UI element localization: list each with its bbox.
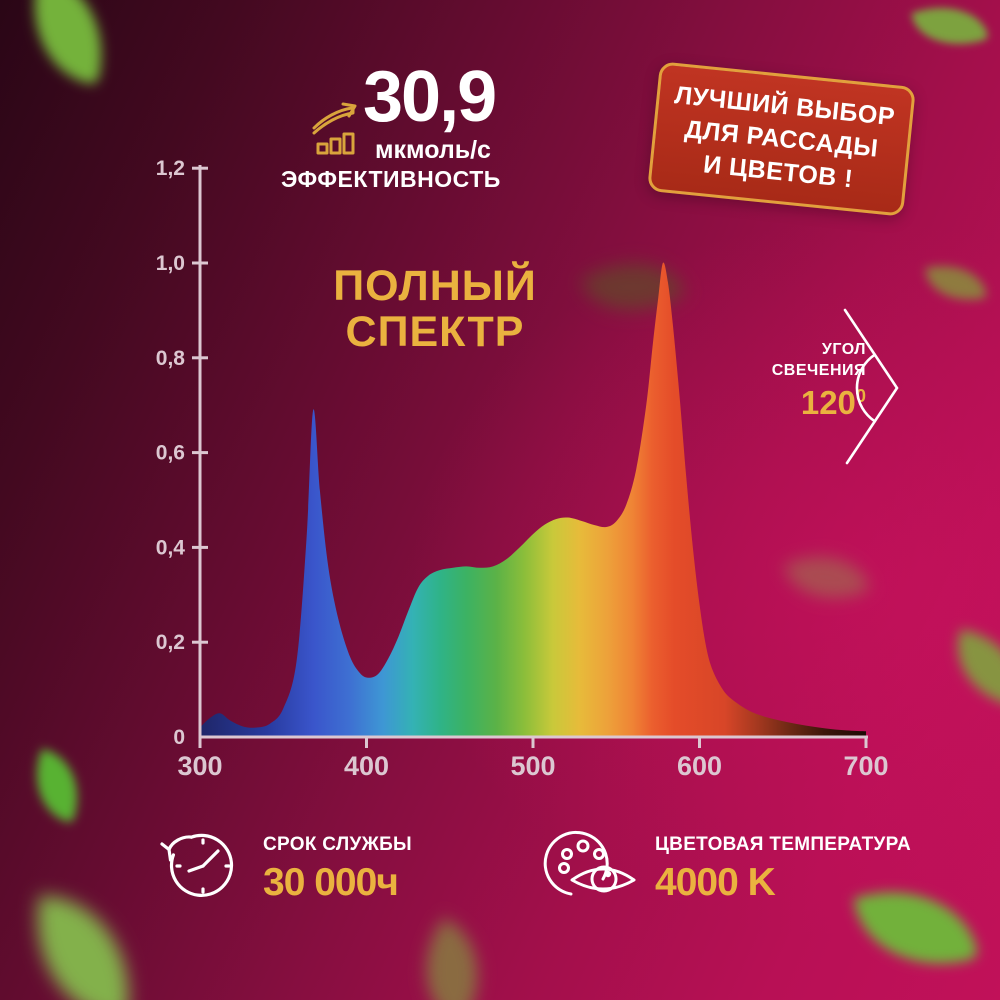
lifespan-value: 30 000ч [263,861,399,904]
growth-chart-icon [312,102,357,155]
x-tick-label: 300 [177,751,222,781]
x-tick-label: 400 [344,751,389,781]
beam-angle-label-line2: СВЕЧЕНИЯ [771,361,866,379]
spectrum-area [200,262,866,737]
y-tick-label: 0,8 [156,347,186,370]
spectrum-title-line1: ПОЛНЫЙ [333,262,537,310]
lifespan-label: СРОК СЛУЖБЫ [263,834,412,855]
angle-120-icon [843,308,899,465]
palette-eye-icon [543,830,636,896]
x-tick-label: 500 [510,751,555,781]
lifespan-block: СРОК СЛУЖБЫ 30 000ч [263,834,412,905]
beam-angle-label-line1: УГОЛ [821,341,866,358]
best-choice-badge: ЛУЧШИЙ ВЫБОР ДЛЯ РАССАДЫ И ЦВЕТОВ ! [647,61,916,217]
color-temperature-label: ЦВЕТОВАЯ ТЕМПЕРАТУРА [655,834,911,855]
efficiency-value: 30,9 [363,57,497,137]
beam-angle-block: УГОЛ СВЕЧЕНИЯ 1200 [756,340,866,422]
y-tick-label: 1,0 [156,252,185,275]
x-tick-label: 700 [843,751,888,781]
spectrum-title: ПОЛНЫЙ СПЕКТР [330,263,540,356]
y-tick-label: 0,6 [156,442,185,465]
x-tick-label: 600 [677,751,722,781]
y-tick-label: 1,2 [156,157,185,180]
y-tick-label: 0,2 [156,631,185,654]
efficiency-block: 30,9 мкмоль/с ЭФФЕКТИВНОСТЬ [281,57,533,206]
efficiency-label: ЭФФЕКТИВНОСТЬ [281,166,501,192]
efficiency-unit: мкмоль/с [375,136,491,164]
color-temperature-value: 4000 K [655,861,776,904]
color-temperature-block: ЦВЕТОВАЯ ТЕМПЕРАТУРА 4000 K [655,834,911,905]
y-tick-label: 0 [173,726,185,749]
spectrum-title-line2: СПЕКТР [345,308,525,357]
y-tick-label: 0,4 [156,536,186,559]
clock-history-icon [160,833,234,897]
beam-angle-value: 1200 [800,383,866,421]
